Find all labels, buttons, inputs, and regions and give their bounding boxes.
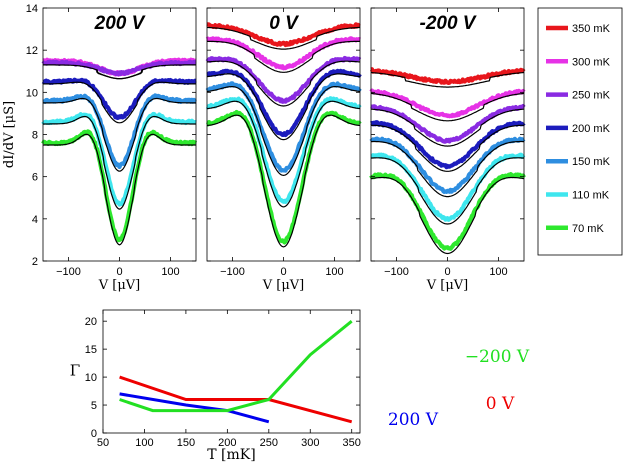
panel-top-middle: −100 0 100 V [μV] 0 V: [205, 7, 362, 293]
y-tick-label: 10: [85, 372, 97, 384]
series-label: 0 V: [486, 394, 515, 414]
x-tick-label: 300: [301, 437, 319, 449]
y-tick-label: 15: [85, 344, 97, 356]
series-70-mK-data: [41, 129, 198, 243]
y-tick-label: 4: [32, 214, 38, 226]
series-label: −200 V: [465, 347, 530, 367]
x-axis-label: T [mK]: [207, 447, 255, 463]
legend-label: 150 mK: [572, 156, 611, 168]
series-250-mK-fit: [43, 64, 196, 80]
series-200-mK-data: [369, 120, 526, 170]
series-350-mK-data: [369, 67, 526, 85]
y-tick-label: 14: [26, 3, 38, 15]
series-110-mK-fit: [43, 115, 196, 210]
series-110-mK-data: [205, 96, 362, 204]
series-110-mK-data: [369, 152, 526, 222]
x-tick-label: 0: [444, 266, 450, 278]
series-70-mK-fit: [370, 176, 525, 255]
gamma-series: [119, 375, 353, 424]
panel-title: 200 V: [94, 13, 146, 34]
plot-frame: [102, 309, 361, 434]
series-250-mK-data: [369, 104, 526, 144]
series-300-mK-data: [205, 36, 362, 71]
series-70-mK-data: [369, 172, 526, 251]
series-250-mK-data: [41, 59, 198, 77]
legend-label: 300 mK: [572, 56, 611, 68]
y-tick-label: 8: [32, 130, 38, 142]
x-tick-label: 150: [177, 437, 195, 449]
series-300-mK-fit: [370, 92, 525, 122]
series-150-mK-fit: [43, 97, 196, 172]
series-250-mK-fit: [371, 108, 524, 147]
series-110-mK-fit: [206, 100, 361, 208]
x-tick-label: 100: [161, 266, 179, 278]
series-150-mK-fit: [371, 140, 524, 198]
x-tick-label: 0: [116, 266, 122, 278]
series-350-mK-data: [205, 22, 362, 48]
series-150-mK-data: [369, 136, 526, 194]
legend: 350 mK 300 mK 250 mK 200 mK 150 mK 110 mK 70 …: [537, 7, 623, 256]
y-axis-label: dI/dV [μS]: [2, 101, 17, 168]
y-tick-label: 2: [32, 256, 38, 268]
series-250-mK-fit: [207, 60, 360, 107]
x-tick-label: 200: [218, 437, 236, 449]
x-axis-label: V [μV]: [426, 278, 469, 293]
legend-label: 350 mK: [572, 23, 611, 35]
gamma-series: [119, 392, 270, 424]
series-70-mK-data: [205, 109, 362, 245]
series-150-mK-fit: [206, 86, 361, 177]
gamma-series: [119, 320, 353, 413]
series-250-mK-data: [205, 55, 362, 104]
series-150-mK-data: [41, 93, 198, 170]
series-110-mK-fit: [370, 157, 525, 225]
y-tick-label: 10: [26, 87, 38, 99]
panel-title: -200 V: [420, 13, 477, 34]
x-tick-label: 250: [260, 437, 278, 449]
series-label: 200 V: [388, 410, 439, 430]
x-tick-label: −100: [384, 266, 409, 278]
legend-label: 70 mK: [572, 223, 604, 235]
y-tick-label: 0: [91, 428, 97, 440]
series-200-mK-data: [205, 68, 362, 138]
x-tick-label: −100: [220, 266, 245, 278]
legend-box: [537, 7, 623, 256]
y-axis-label: Γ: [70, 362, 80, 380]
series-200-mK-data: [41, 77, 198, 120]
x-tick-label: 100: [325, 266, 343, 278]
series-150-mK-data: [205, 81, 362, 173]
series-110-mK-data: [41, 111, 198, 207]
series-70-mK-fit: [43, 133, 196, 246]
y-tick-label: 6: [32, 172, 38, 184]
series-350-mK-fit: [206, 26, 361, 50]
x-tick-label: 350: [343, 437, 361, 449]
x-tick-label: −100: [56, 266, 81, 278]
series-70-mK-fit: [206, 114, 361, 248]
x-tick-label: 0: [280, 266, 286, 278]
series-200-mK-fit: [43, 81, 196, 124]
series-300-mK-data: [369, 88, 526, 119]
panel-top-left: −100 0 100 V [μV] 2 4 6 8 10 12 14 dI/dV [μS] 200 V: [2, 3, 198, 293]
legend-label: 110 mK: [572, 190, 610, 202]
series-200-mK-fit: [371, 124, 524, 172]
panel-bottom: 50 100 150 200 250 300 350 T [mK] 0 5 10 15 20 Γ 200 V…: [70, 309, 530, 463]
y-tick-label: 5: [91, 400, 97, 412]
panel-top-right: −100 0 100 V [μV] -200 V: [369, 7, 526, 293]
x-axis-label: V [μV]: [98, 278, 141, 293]
x-axis-label: V [μV]: [262, 278, 305, 293]
plot-frame: [42, 7, 197, 262]
series-300-mK-fit: [207, 40, 360, 73]
panel-title: 0 V: [269, 13, 299, 34]
series-350-mK-fit: [370, 71, 525, 88]
y-tick-label: 20: [85, 316, 97, 328]
y-tick-label: 12: [26, 45, 38, 57]
legend-label: 200 mK: [572, 123, 611, 135]
x-tick-label: 100: [489, 266, 507, 278]
legend-label: 250 mK: [572, 90, 611, 102]
plot-frame: [370, 7, 525, 262]
x-tick-label: 50: [97, 437, 109, 449]
series-200-mK-fit: [206, 73, 361, 141]
x-tick-label: 100: [135, 437, 153, 449]
